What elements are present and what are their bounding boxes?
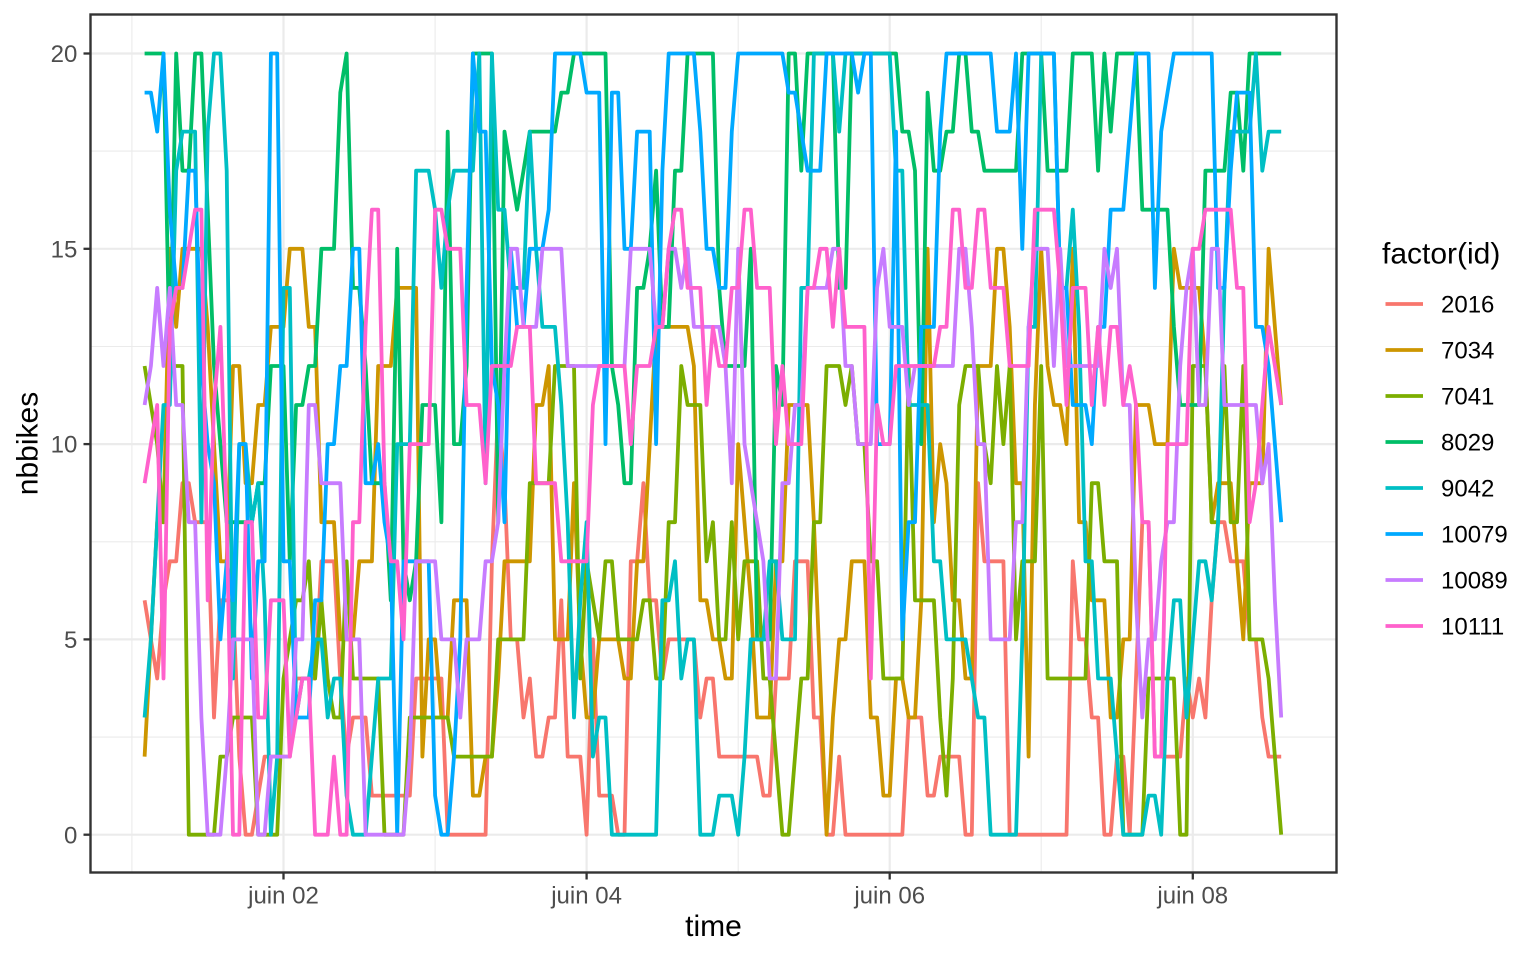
svg-text:0: 0 [64,822,77,849]
svg-text:juin 02: juin 02 [247,883,319,910]
svg-text:2016: 2016 [1441,292,1494,319]
svg-text:juin 04: juin 04 [550,883,622,910]
svg-text:5: 5 [64,627,77,654]
svg-text:juin 06: juin 06 [853,883,925,910]
svg-text:10: 10 [51,432,78,459]
svg-text:factor(id): factor(id) [1382,238,1500,271]
svg-text:time: time [685,910,742,943]
svg-text:7041: 7041 [1441,384,1494,411]
svg-text:10111: 10111 [1441,614,1504,641]
svg-text:10089: 10089 [1441,568,1508,595]
svg-text:7034: 7034 [1441,338,1494,365]
svg-text:20: 20 [51,41,78,68]
svg-text:10079: 10079 [1441,522,1508,549]
svg-text:nbbikes: nbbikes [12,392,45,495]
svg-text:15: 15 [51,236,78,263]
svg-text:juin 08: juin 08 [1156,883,1228,910]
svg-text:9042: 9042 [1441,476,1494,503]
svg-text:8029: 8029 [1441,430,1494,457]
